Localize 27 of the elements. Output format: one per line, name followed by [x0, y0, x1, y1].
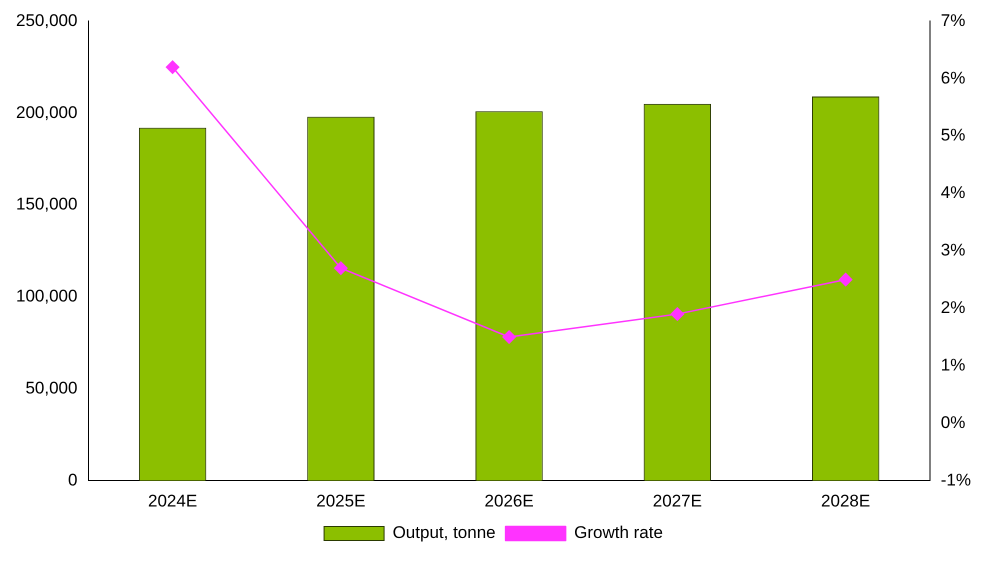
y2-tick-label: 3%	[940, 240, 966, 260]
point	[502, 330, 516, 344]
y-tick-label: 250,000	[16, 10, 78, 30]
y2-tick-label: 4%	[940, 183, 966, 202]
y2-tick-label: 0%	[940, 412, 966, 432]
y2-tick-label: -1%	[940, 470, 972, 490]
point	[166, 60, 180, 74]
y2-tick-label: 6%	[940, 68, 966, 88]
point	[838, 272, 852, 286]
y2-tick-label: 7%	[940, 10, 966, 30]
y-tick-label: 0	[68, 470, 78, 490]
y2-tick-label: 2%	[940, 298, 966, 318]
legend-label: Growth rate	[574, 523, 663, 542]
y2-tick-label: 1%	[940, 355, 966, 374]
point	[334, 261, 348, 275]
x-tick-label: 2024E	[148, 491, 198, 510]
y2-tick-label: 5%	[940, 126, 966, 145]
y-tick-label: 50,000	[25, 378, 78, 398]
x-tick-label: 2025E	[316, 491, 366, 510]
x-tick-label: 2028E	[821, 491, 870, 510]
y-tick-label: 150,000	[16, 194, 78, 214]
y-tick-label: 200,000	[16, 102, 78, 122]
point	[670, 307, 684, 321]
y-tick-label: 100,000	[16, 286, 78, 306]
x-tick-label: 2027E	[652, 491, 702, 510]
legend-label: Output, tonne	[392, 523, 496, 542]
x-tick-label: 2026E	[484, 491, 534, 510]
